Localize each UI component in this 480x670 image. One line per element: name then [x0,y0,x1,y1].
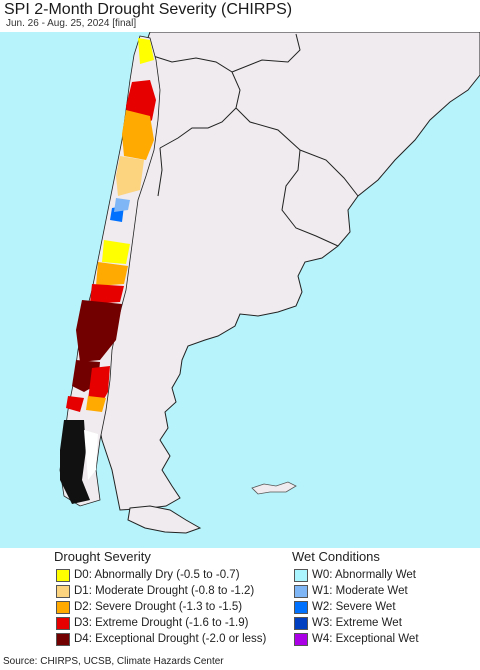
drought-d2-central [96,262,128,286]
drought-d2-north [122,110,154,160]
drought-map [0,32,480,548]
drought-d0-central [102,240,130,264]
drought-d0-north [138,38,154,64]
drought-d1-north [116,156,144,196]
source-credit: Source: CHIRPS, UCSB, Climate Hazards Ce… [3,656,224,667]
land-tierra-del-fuego [127,505,202,534]
legend-item-d2: D2: Severe Drought (-1.3 to -1.5) [56,599,242,615]
wet-w1 [114,198,130,212]
legend-item-w3: W3: Extreme Wet [294,615,402,631]
swatch-w4 [294,632,308,646]
swatch-d0 [56,568,70,582]
country-borders [149,33,359,247]
swatch-w2 [294,600,308,614]
swatch-w0 [294,568,308,582]
map-title: SPI 2-Month Drought Severity (CHIRPS) [4,1,293,18]
legend-wet-title: Wet Conditions [292,549,380,564]
land-falklands [251,481,297,495]
legend-item-w4: W4: Exceptional Wet [294,631,419,647]
swatch-d1 [56,584,70,598]
legend-item-d0: D0: Abnormally Dry (-0.5 to -0.7) [56,567,240,583]
legend-label-d0: D0: Abnormally Dry (-0.5 to -0.7) [74,569,240,581]
drought-d3-central [90,284,124,304]
drought-d3-patagonia [66,396,84,412]
legend-item-d3: D3: Extreme Drought (-1.6 to -1.9) [56,615,248,631]
swatch-d3 [56,616,70,630]
swatch-w1 [294,584,308,598]
legend-label-w0: W0: Abnormally Wet [312,569,416,581]
map-subtitle: Jun. 26 - Aug. 25, 2024 [final] [6,18,137,29]
legend-label-w3: W3: Extreme Wet [312,617,402,629]
drought-d4-central [76,300,122,362]
legend-drought-title: Drought Severity [54,549,151,564]
legend-label-d3: D3: Extreme Drought (-1.6 to -1.9) [74,617,249,629]
fjords-white [84,430,98,480]
swatch-w3 [294,616,308,630]
fjords-dark [60,420,90,504]
legend-label-w2: W2: Severe Wet [312,601,396,613]
legend-item-d1: D1: Moderate Drought (-0.8 to -1.2) [56,583,254,599]
legend-label-d2: D2: Severe Drought (-1.3 to -1.5) [74,601,243,613]
legend-label-w1: W1: Moderate Wet [312,585,408,597]
legend-item-w0: W0: Abnormally Wet [294,567,416,583]
swatch-d4 [56,632,70,646]
legend-item-w1: W1: Moderate Wet [294,583,408,599]
drought-patches [60,38,156,504]
legend-item-w2: W2: Severe Wet [294,599,396,615]
drought-d3-south [88,366,110,406]
legend-label-w4: W4: Exceptional Wet [312,633,419,645]
legend: Drought Severity Wet Conditions D0: Abno… [0,549,480,655]
swatch-d2 [56,600,70,614]
drought-d2-south [86,396,106,412]
legend-label-d1: D1: Moderate Drought (-0.8 to -1.2) [74,585,255,597]
legend-item-d4: D4: Exceptional Drought (-2.0 or less) [56,631,266,647]
legend-label-d4: D4: Exceptional Drought (-2.0 or less) [74,633,267,645]
